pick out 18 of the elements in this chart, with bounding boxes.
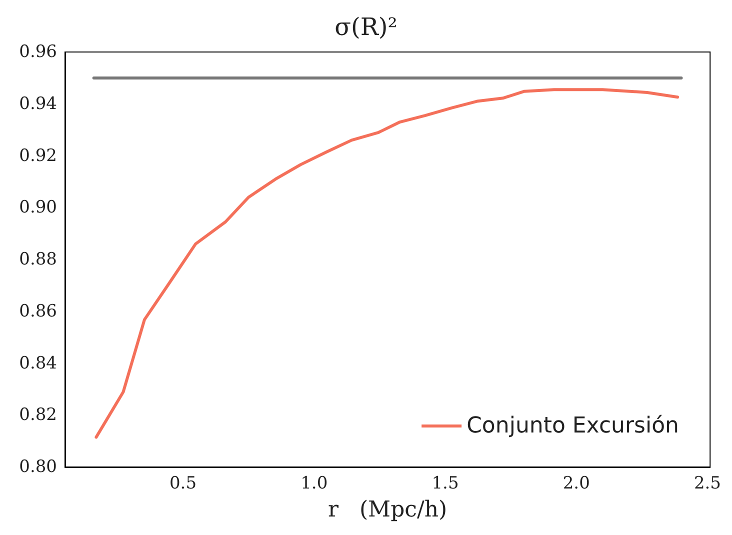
- x-tick-label: 2.5: [694, 474, 722, 494]
- x-tick-label: 1.0: [300, 474, 328, 494]
- y-tick-label: 0.84: [19, 353, 57, 374]
- chart-title: σ(R)²: [334, 13, 398, 41]
- y-tick-label: 0.80: [19, 457, 57, 477]
- x-tick-label: 2.0: [562, 474, 590, 494]
- y-tick-label: 0.86: [19, 301, 57, 322]
- legend-label: Conjunto Excursión: [466, 414, 679, 438]
- y-tick-label: 0.94: [19, 94, 57, 114]
- x-tick-label: 1.5: [432, 474, 459, 494]
- y-tick-label: 0.88: [19, 250, 57, 270]
- y-tick-label: 0.90: [19, 198, 57, 218]
- y-tick-label: 0.82: [19, 405, 57, 426]
- y-tick-label: 0.92: [19, 146, 57, 166]
- x-tick-label: 0.5: [169, 474, 197, 494]
- y-tick-label: 0.96: [19, 42, 57, 62]
- line-series: [94, 88, 680, 439]
- x-axis-title: r (Mpc/h): [328, 498, 448, 522]
